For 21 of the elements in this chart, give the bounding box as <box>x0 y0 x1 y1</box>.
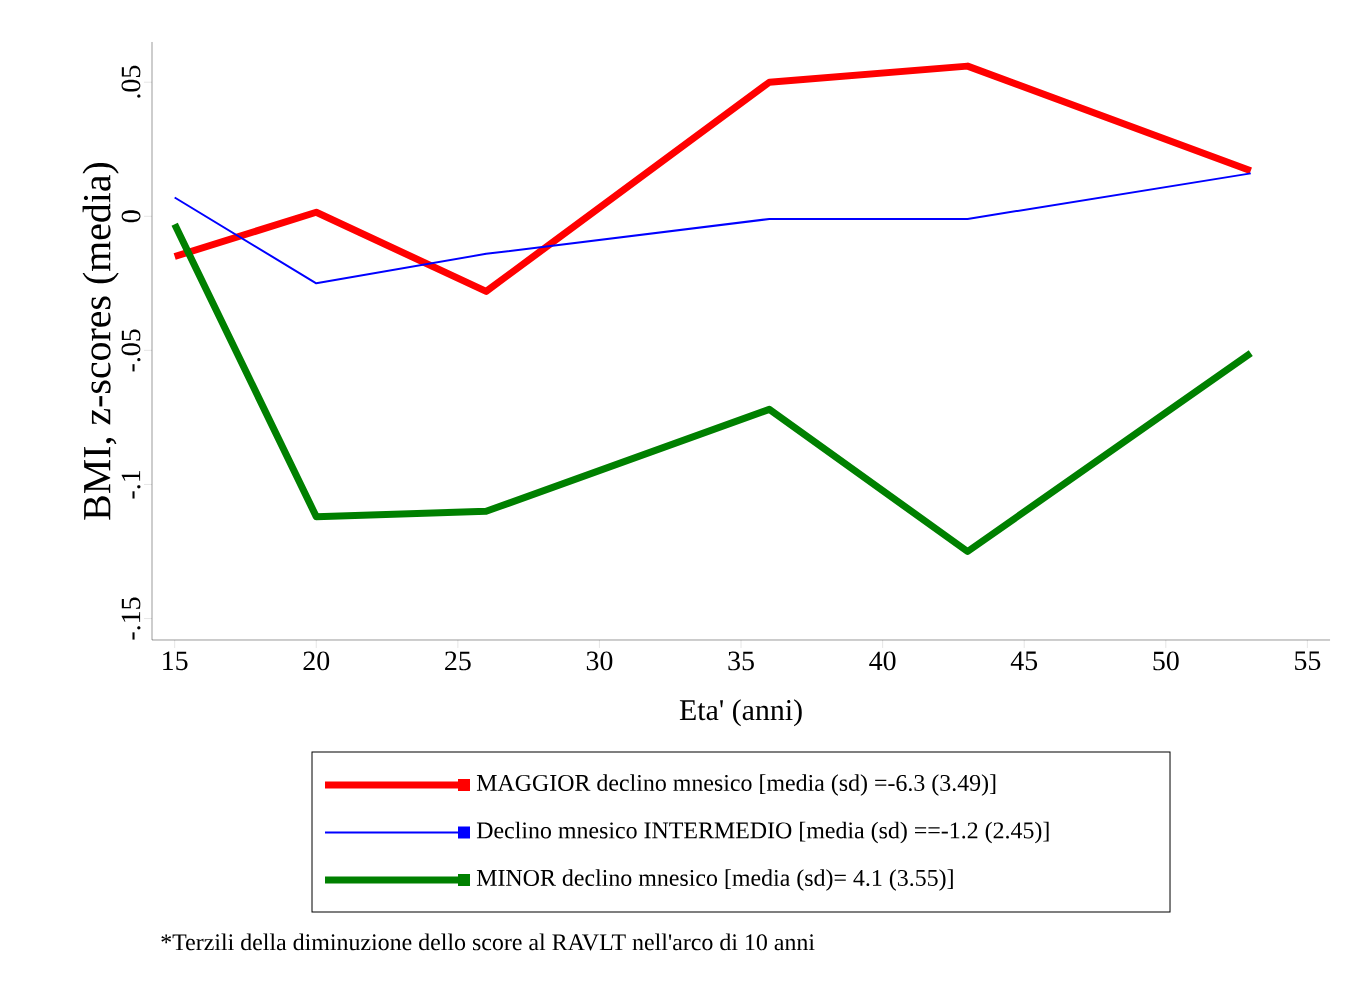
line-series <box>173 172 1252 285</box>
y-tick-label: .05 <box>121 65 141 98</box>
x-tick-label: 20 <box>303 651 330 671</box>
x-tick-label: 40 <box>869 651 896 671</box>
y-tick-label: -.15 <box>121 597 141 640</box>
x-tick-label: 35 <box>728 651 754 671</box>
x-tick-label: 25 <box>445 651 471 671</box>
x-tick-label: 15 <box>163 651 188 671</box>
y-tick-label: -.1 <box>121 471 141 499</box>
x-tick-label: 30 <box>586 651 613 671</box>
x-tick-label: 55 <box>1295 651 1321 671</box>
x-axis-title: Eta' (anni) <box>679 699 802 727</box>
y-tick-label: 0 <box>121 210 141 223</box>
legend-label: MAGGIOR declino mnesico [media (sd) =-6.3 (3.49)] <box>476 774 996 796</box>
legend-label: Declino mnesico INTERMEDIO [media (sd) ==-1.2 (2.45)] <box>476 821 1049 844</box>
legend-label: MINOR declino mnesico [media (sd)= 4.1 (3.55)] <box>476 869 953 891</box>
x-tick-label: 45 <box>1010 651 1038 671</box>
text: *Terzili della diminuzione dello score al RAVLT nell'arco di 10 anni <box>161 933 815 951</box>
y-tick-label: -.05 <box>121 329 141 372</box>
y-axis-title: BMI, z-scores (media) <box>82 162 119 520</box>
x-tick-label: 50 <box>1153 651 1179 671</box>
